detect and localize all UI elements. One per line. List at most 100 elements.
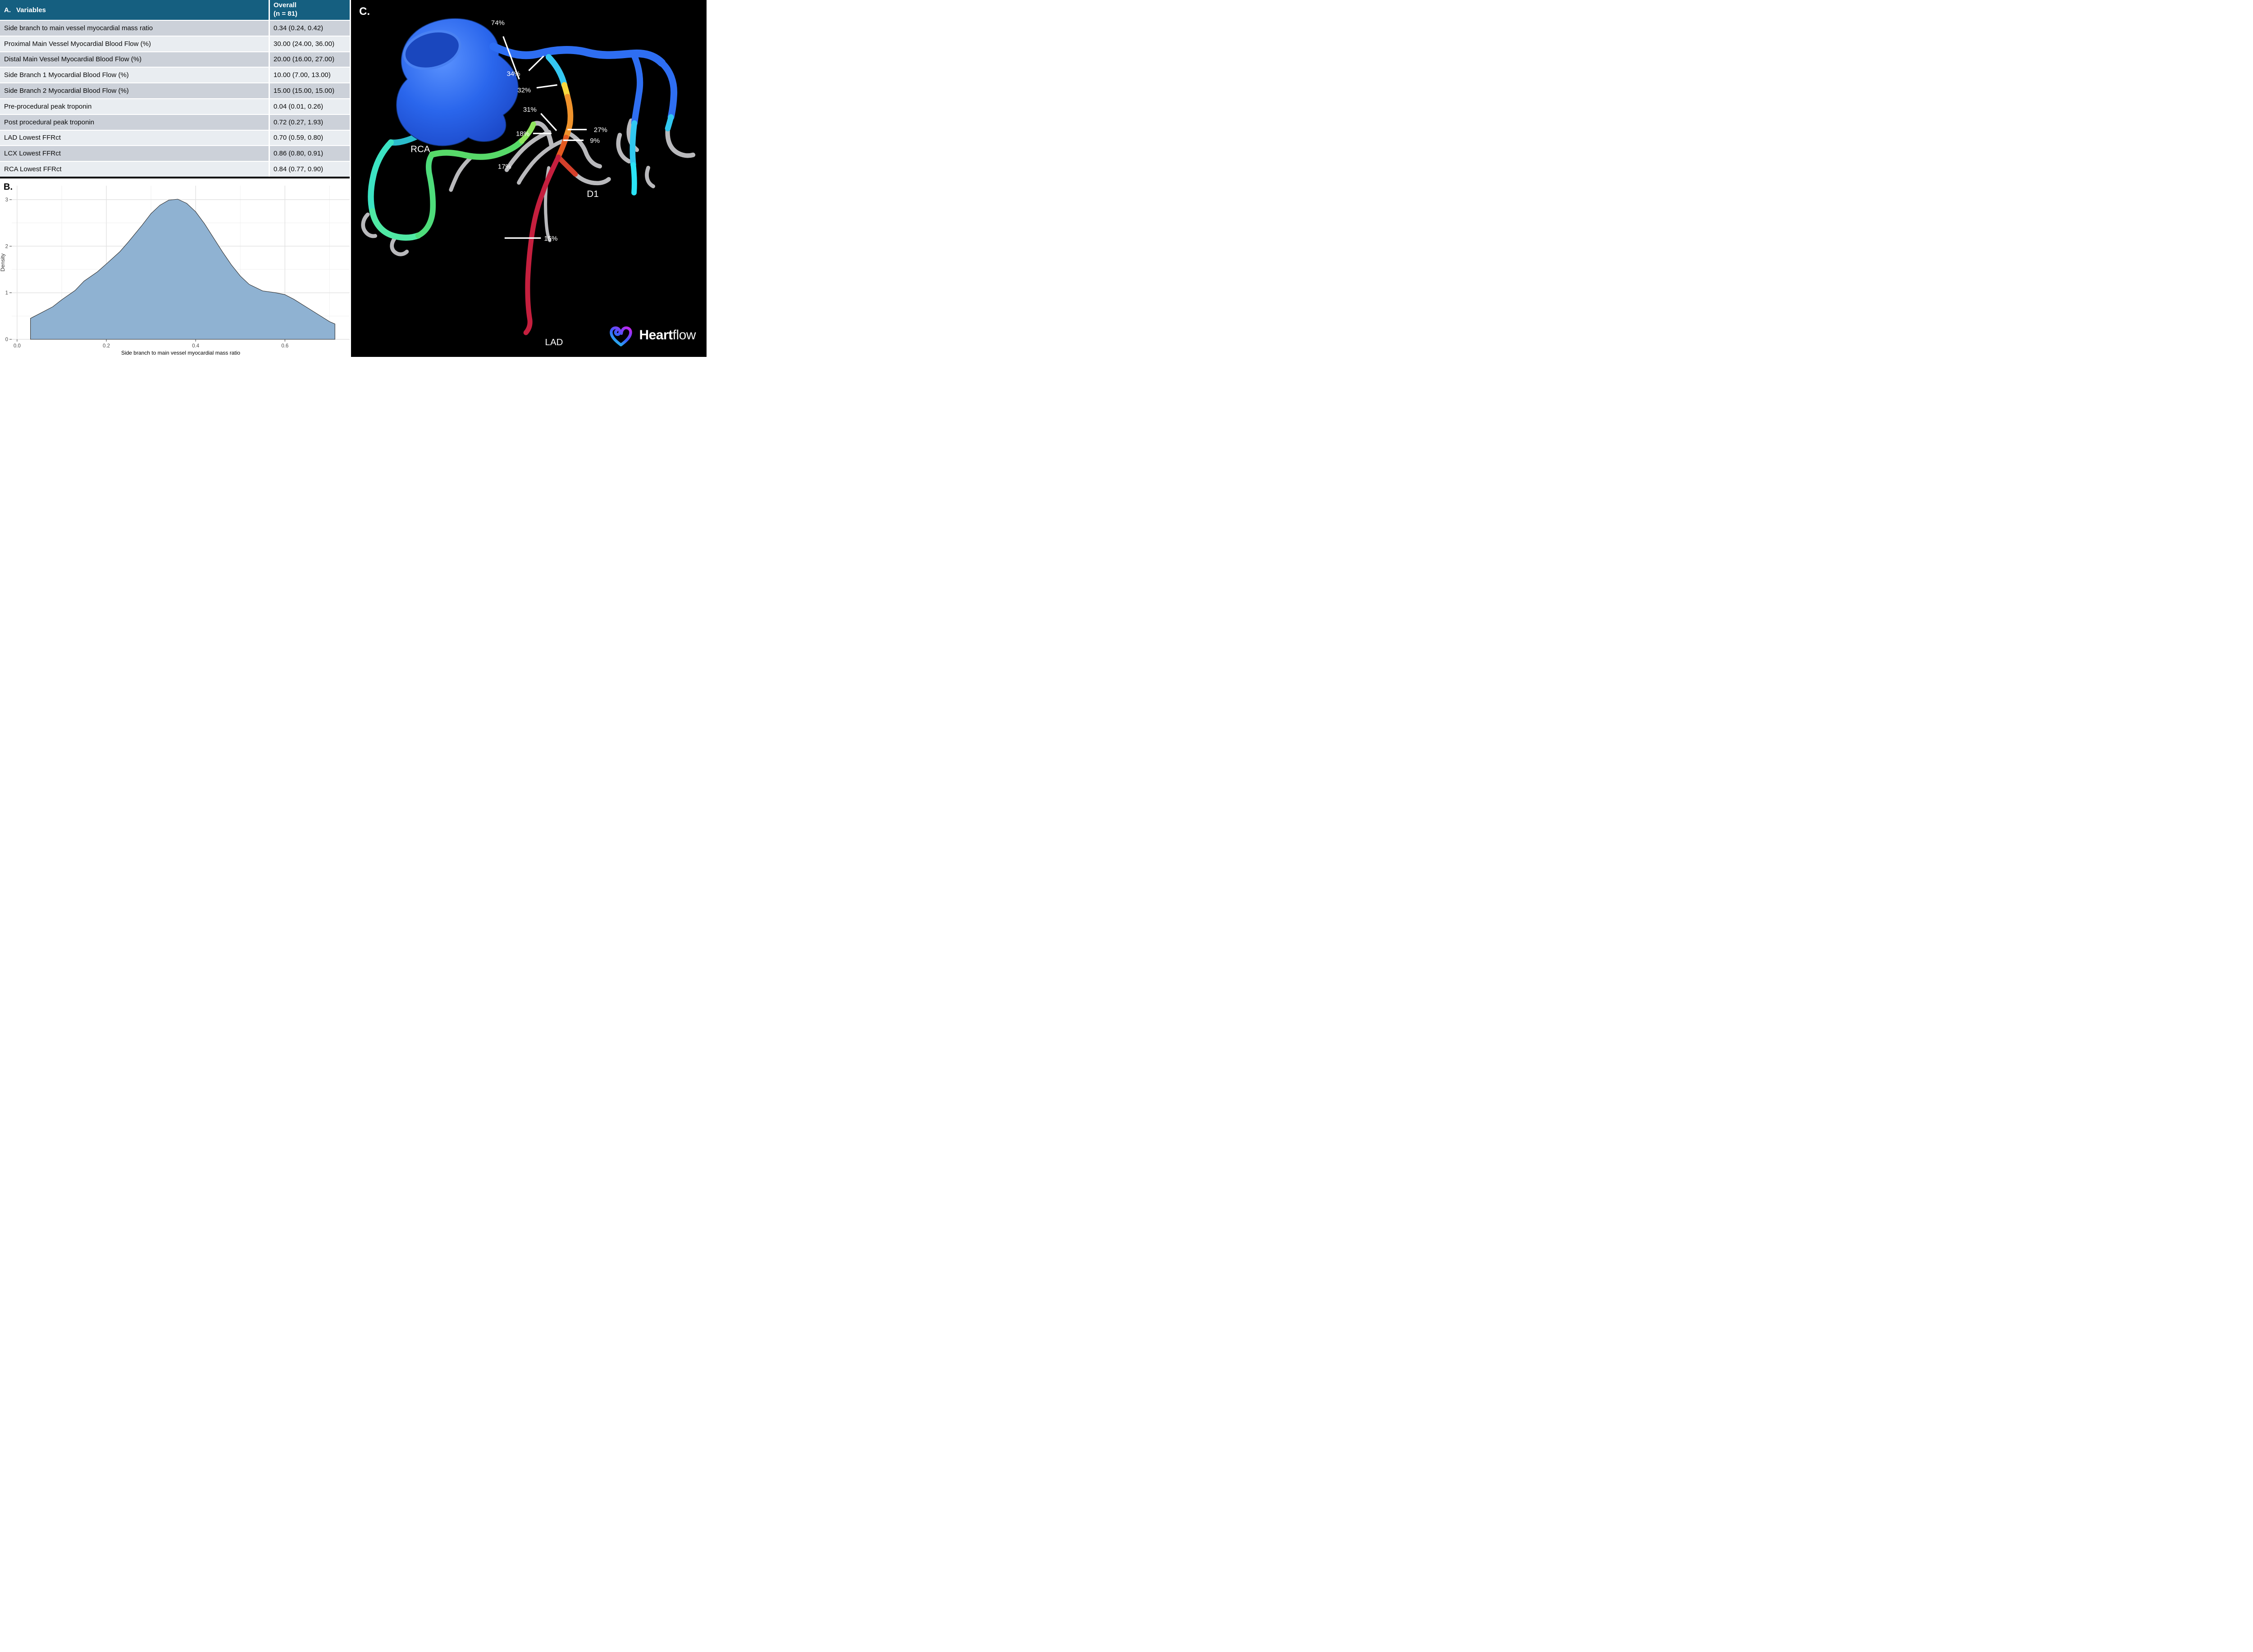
panel-b-label: B. — [4, 182, 13, 192]
logo-text-flow: flow — [672, 328, 696, 342]
variable-name-cell: RCA Lowest FFRct — [0, 162, 270, 177]
table-row: Pre-procedural peak troponin 0.04 (0.01, … — [0, 99, 350, 114]
svg-text:0.2: 0.2 — [103, 343, 110, 349]
overall-value-cell: 30.00 (24.00, 36.00) — [270, 36, 350, 51]
overall-value-cell: 0.72 (0.27, 1.93) — [270, 114, 350, 130]
variable-name-cell: Pre-procedural peak troponin — [0, 99, 270, 114]
gray-branch-icon — [361, 212, 377, 238]
table-row: Proximal Main Vessel Myocardial Blood Fl… — [0, 36, 350, 51]
svg-text:0: 0 — [5, 337, 8, 342]
panel-b-plot: B. 0.0 0.2 0.4 0.6 0 1 2 3 Side branch to main v… — [0, 180, 350, 357]
panel-c-label: C. — [359, 5, 370, 18]
variable-name-cell: Side Branch 1 Myocardial Blood Flow (%) — [0, 68, 270, 83]
density-chart: 0.0 0.2 0.4 0.6 0 1 2 3 Side branch to main vess… — [0, 180, 350, 357]
svg-text:0.6: 0.6 — [281, 343, 288, 349]
svg-text:3: 3 — [5, 197, 8, 203]
percent-annotation: 34% — [507, 70, 520, 78]
variables-table-body: Side branch to main vessel myocardial ma… — [0, 20, 350, 177]
logo-text-heart: Heart — [639, 328, 673, 342]
overall-value-cell: 0.70 (0.59, 0.80) — [270, 130, 350, 146]
table-header-variables: A. Variables — [0, 0, 270, 20]
overall-header-line2: (n = 81) — [274, 10, 297, 18]
lcx-blue-tree — [489, 42, 678, 196]
overall-value-cell: 0.86 (0.80, 0.91) — [270, 146, 350, 161]
gray-branch-icon — [616, 132, 631, 164]
svg-text:Side branch to main vessel myo: Side branch to main vessel myocardial ma… — [121, 350, 240, 356]
aorta — [396, 18, 519, 146]
svg-text:Density: Density — [0, 253, 6, 271]
figure-root: A. Variables Overall (n = 81) Side branc… — [0, 0, 707, 357]
percent-annotation: 31% — [523, 106, 537, 114]
panel-c-3d-view: C. — [350, 0, 707, 357]
gray-branch-icon — [390, 237, 409, 256]
percent-annotation: 74% — [491, 19, 505, 27]
gray-branch-icon — [504, 130, 552, 172]
panel-a-label: A. — [4, 6, 11, 14]
svg-text:2: 2 — [5, 244, 8, 249]
gray-branch-icon — [566, 130, 602, 169]
lad-proximal-cyan — [545, 54, 568, 88]
lcx-branch-mid-bright-cyan — [630, 162, 637, 196]
variable-name-cell: Post procedural peak troponin — [0, 114, 270, 130]
gray-branch-icon — [573, 172, 611, 186]
overall-value-cell: 15.00 (15.00, 15.00) — [270, 83, 350, 98]
percent-annotation: 18% — [516, 130, 529, 138]
percent-annotation: 17% — [498, 163, 511, 171]
variable-name-cell: LCX Lowest FFRct — [0, 146, 270, 161]
leader-line — [528, 55, 544, 71]
lad-distal-crimson — [523, 154, 561, 335]
overall-header-line1: Overall — [274, 1, 296, 9]
table-header-row: A. Variables Overall (n = 81) — [0, 0, 350, 20]
lad-vessel — [523, 54, 578, 335]
vessel-name-label: D1 — [587, 189, 598, 199]
table-row: Side branch to main vessel myocardial ma… — [0, 21, 350, 36]
variable-name-cell: Proximal Main Vessel Myocardial Blood Fl… — [0, 36, 270, 51]
gray-branch-icon — [665, 126, 696, 158]
leader-line — [540, 113, 557, 131]
lcx-branch-mid-blue — [630, 51, 643, 127]
rca-loop-green-up — [415, 151, 436, 239]
gray-branch-icon — [531, 121, 554, 148]
gray-side-branches — [361, 109, 696, 256]
percent-annotation: 27% — [594, 126, 607, 134]
overall-value-cell: 20.00 (16.00, 27.00) — [270, 52, 350, 67]
rca-loop-mint — [369, 208, 421, 241]
variable-name-cell: Side Branch 2 Myocardial Blood Flow (%) — [0, 83, 270, 98]
density-chart-svg: 0.0 0.2 0.4 0.6 0 1 2 3 Side branch to main vess… — [0, 186, 350, 356]
lcx-branch-right-blue — [658, 59, 678, 121]
table-row: Side Branch 1 Myocardial Blood Flow (%) 1… — [0, 68, 350, 83]
rca-mid-turquoise — [368, 139, 394, 214]
table-row: RCA Lowest FFRct 0.84 (0.77, 0.90) — [0, 162, 350, 177]
heartflow-logo-icon — [610, 326, 633, 347]
coronary-tree-render: 74% 34% 32% 31% 18% 27% 9% 17% 15% RCA D1 LAD — [361, 18, 696, 347]
panel-a-table: A. Variables Overall (n = 81) Side branc… — [0, 0, 350, 178]
left-column: A. Variables Overall (n = 81) Side branc… — [0, 0, 350, 357]
variable-name-cell: LAD Lowest FFRct — [0, 130, 270, 146]
vessel-name-label: LAD — [545, 337, 563, 347]
lcx-branch-right-cyan — [665, 114, 674, 132]
overall-value-cell: 0.04 (0.01, 0.26) — [270, 99, 350, 114]
percent-annotation: 15% — [544, 235, 557, 242]
table-row: LCX Lowest FFRct 0.86 (0.80, 0.91) — [0, 146, 350, 161]
lad-mid-orange — [563, 94, 574, 141]
svg-text:1: 1 — [5, 291, 8, 296]
d1-branch-red — [556, 154, 578, 177]
table-row: Side Branch 2 Myocardial Blood Flow (%) 1… — [0, 83, 350, 98]
left-main-trunk — [489, 42, 666, 67]
heartflow-logo-text: Heartflow — [639, 328, 696, 343]
annotation-layer: 74% 34% 32% 31% 18% 27% 9% 17% 15% RCA D1 LAD — [410, 19, 607, 347]
rca-horizontal-green — [429, 138, 525, 160]
overall-value-cell: 0.84 (0.77, 0.90) — [270, 162, 350, 177]
percent-annotation: 9% — [590, 137, 600, 145]
aorta-opening-icon — [403, 30, 461, 70]
variable-name-cell: Side branch to main vessel myocardial ma… — [0, 21, 270, 36]
variable-name-cell: Distal Main Vessel Myocardial Blood Flow… — [0, 52, 270, 67]
heartflow-logo: Heartflow — [607, 324, 696, 347]
table-header-variables-text: Variables — [16, 6, 46, 14]
overall-value-cell: 0.34 (0.24, 0.42) — [270, 21, 350, 36]
table-header-overall: Overall (n = 81) — [270, 0, 350, 20]
table-row: Post procedural peak troponin 0.72 (0.27,… — [0, 114, 350, 130]
leader-line — [502, 36, 520, 80]
leader-line — [536, 84, 557, 89]
table-row: LAD Lowest FFRct 0.70 (0.59, 0.80) — [0, 130, 350, 146]
